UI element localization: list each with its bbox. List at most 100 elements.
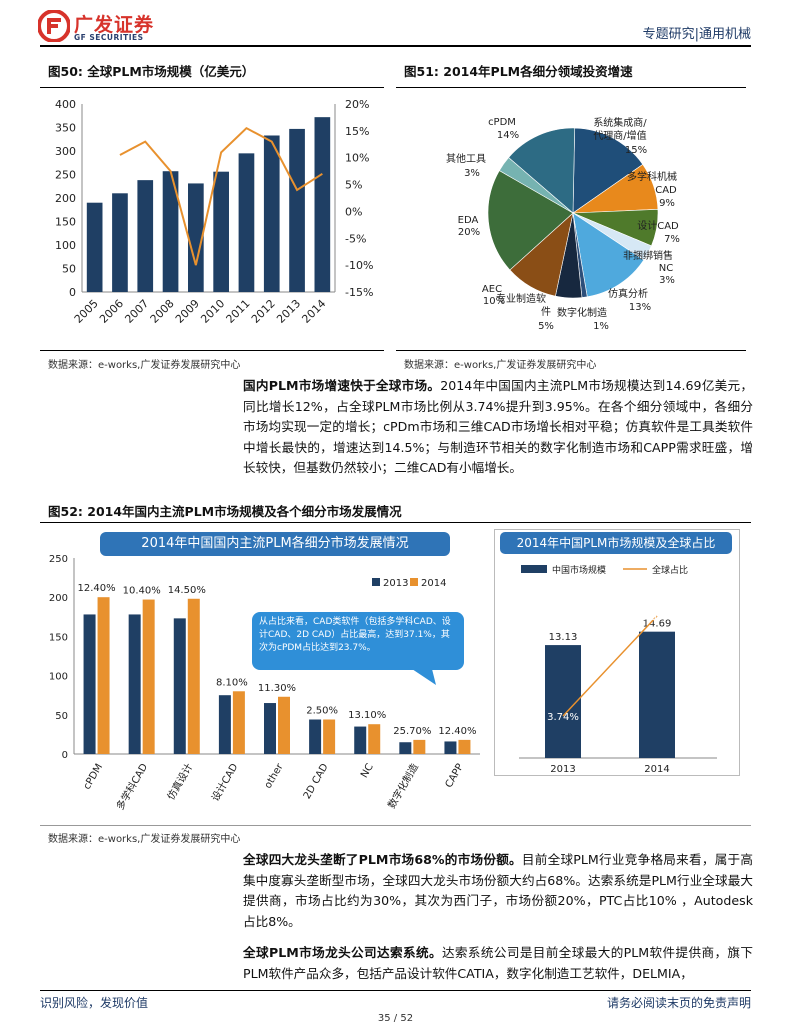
y2-tick-label: 10% xyxy=(345,152,369,165)
bar-2013 xyxy=(173,618,186,754)
pie-label: 3% xyxy=(659,275,675,286)
paragraph-dassault: 全球PLM市场龙头公司达索系统。达索系统公司是目前全球最大的PLM软件提供商，旗… xyxy=(243,943,753,984)
pie-label: cPDM xyxy=(488,117,516,128)
growth-label: 11.30% xyxy=(258,683,296,694)
bar xyxy=(188,183,204,292)
pie-label: 5% xyxy=(538,321,554,332)
bar-2014 xyxy=(97,597,110,754)
fig51-title: 图51: 2014年PLM各细分领域投资增速 xyxy=(404,64,633,79)
bar-2014 xyxy=(323,719,336,754)
y-tick-label: 250 xyxy=(49,554,68,565)
pie-slice xyxy=(572,212,645,298)
fig52-title: 图52: 2014年国内主流PLM市场规模及各个细分市场发展情况 xyxy=(48,504,402,519)
fig52-right-banner: 2014年中国PLM市场规模及全球占比 xyxy=(500,532,732,554)
y-tick-label: 100 xyxy=(55,239,76,252)
fig52-callout: 从占比来看，CAD类软件（包括多学科CAD、设计CAD、2D CAD）占比最高，… xyxy=(252,612,464,670)
bar-2013 xyxy=(354,726,367,754)
pie-label: 3% xyxy=(464,168,480,179)
x-tick-label: 设计CAD xyxy=(208,761,240,804)
bar-market xyxy=(639,631,675,758)
legend-swatch-2014 xyxy=(410,578,418,586)
legend-label-2014: 2014 xyxy=(421,578,446,589)
pie-label: 9% xyxy=(659,198,675,209)
fig52-callout-tail xyxy=(412,669,436,685)
x-tick-label: 2005 xyxy=(72,297,101,326)
bar-market xyxy=(545,645,581,758)
bar-2013 xyxy=(264,703,276,754)
fig50-title-rule xyxy=(40,87,384,88)
bar-value-label: 13.13 xyxy=(549,632,578,643)
bar-2013 xyxy=(399,742,412,754)
bar xyxy=(137,180,154,292)
x-tick-label: 2009 xyxy=(173,297,202,326)
bar-2014 xyxy=(458,739,471,754)
y-tick-label: 150 xyxy=(49,632,68,643)
bar-2014 xyxy=(368,724,381,754)
bar-2013 xyxy=(128,614,141,754)
x-tick-label: other xyxy=(263,761,286,790)
y2-tick-label: 15% xyxy=(345,125,369,138)
growth-label: 12.40% xyxy=(77,583,115,594)
paragraph-dassault-heading: 全球PLM市场龙头公司达索系统。 xyxy=(243,945,442,960)
y-tick-label: 200 xyxy=(49,593,68,604)
pie-label: 代理商/增值 xyxy=(593,129,646,142)
fig51-source: 数据来源：e-works,广发证券发展研究中心 xyxy=(404,360,597,371)
bar-2014 xyxy=(413,739,426,754)
y-tick-label: 50 xyxy=(55,711,68,722)
y-tick-label: 300 xyxy=(55,145,76,158)
paragraph-domestic-plm-heading: 国内PLM市场增速快于全球市场。 xyxy=(243,378,441,393)
pie-label: 仿真分析 xyxy=(608,287,648,300)
y-tick-label: 350 xyxy=(55,122,76,135)
pie-label: 数字化制造 xyxy=(557,306,607,319)
bar-2014 xyxy=(187,598,200,754)
bar-2013 xyxy=(444,741,457,754)
pie-label: 20% xyxy=(458,227,480,238)
bar xyxy=(314,117,331,292)
legend-label-share: 全球占比 xyxy=(652,564,688,576)
fig51-bottom-rule xyxy=(396,350,746,351)
y2-tick-label: -10% xyxy=(345,259,373,272)
footer-rule xyxy=(40,990,751,991)
fig52-left-banner: 2014年中国国内主流PLM各细分市场发展情况 xyxy=(100,532,450,556)
x-tick-label: 2006 xyxy=(97,297,126,326)
bar xyxy=(162,171,179,292)
x-tick-label: 数字化制造 xyxy=(385,761,421,811)
pie-label: 多学科机械 xyxy=(627,170,677,183)
x-tick-label: 多学科CAD xyxy=(113,761,150,812)
legend-swatch-market xyxy=(521,565,547,573)
brand-logo: 广发证券 GF SECURITIES xyxy=(38,10,188,42)
x-tick-label: 2010 xyxy=(198,297,227,326)
pie-label: 专业制造软 xyxy=(496,292,546,305)
fig50-chart: 0 50 100 150 200 250 300 350 400 -15% -10% -5% 0% 5% 1… xyxy=(55,98,373,326)
fig50-title: 图50: 全球PLM市场规模（亿美元） xyxy=(48,64,255,79)
legend-label-2013: 2013 xyxy=(383,578,408,589)
bar-2014 xyxy=(232,691,245,754)
pie-label: 13% xyxy=(629,302,651,313)
x-tick-label: cPDM xyxy=(82,762,105,792)
bar-value-label: 14.69 xyxy=(643,619,672,630)
pie-slice xyxy=(487,170,574,271)
header-rule xyxy=(40,45,751,47)
footer-disclaimer-link[interactable]: 请务必阅读末页的免责声明 xyxy=(606,996,751,1010)
footer-slogan: 识别风险，发现价值 xyxy=(40,996,149,1010)
pie-label: CAD xyxy=(655,185,677,196)
pie-slice xyxy=(508,127,576,214)
bar xyxy=(238,153,255,292)
y2-tick-label: 5% xyxy=(345,179,362,192)
y-tick-label: 150 xyxy=(55,216,76,229)
pie-label: 14% xyxy=(497,130,519,141)
pie-label: EDA xyxy=(458,215,479,226)
page-number: 35 / 52 xyxy=(377,1013,414,1024)
growth-label: 25.70% xyxy=(393,726,431,737)
x-tick-label: 2013 xyxy=(550,764,575,775)
y-tick-label: 0 xyxy=(62,750,68,761)
paragraph-global-top4-heading: 全球四大龙头垄断了PLM市场68%的市场份额。 xyxy=(243,852,522,867)
x-tick-label: 2012 xyxy=(249,297,278,326)
growth-line xyxy=(119,126,323,266)
share-label: 3.74% xyxy=(547,712,579,723)
fig51-title-rule xyxy=(396,87,746,88)
bar-2013 xyxy=(83,614,96,754)
share-label: 3.95% xyxy=(641,612,673,623)
growth-label: 8.10% xyxy=(216,677,248,688)
logo-chinese: 广发证券 xyxy=(74,14,155,36)
